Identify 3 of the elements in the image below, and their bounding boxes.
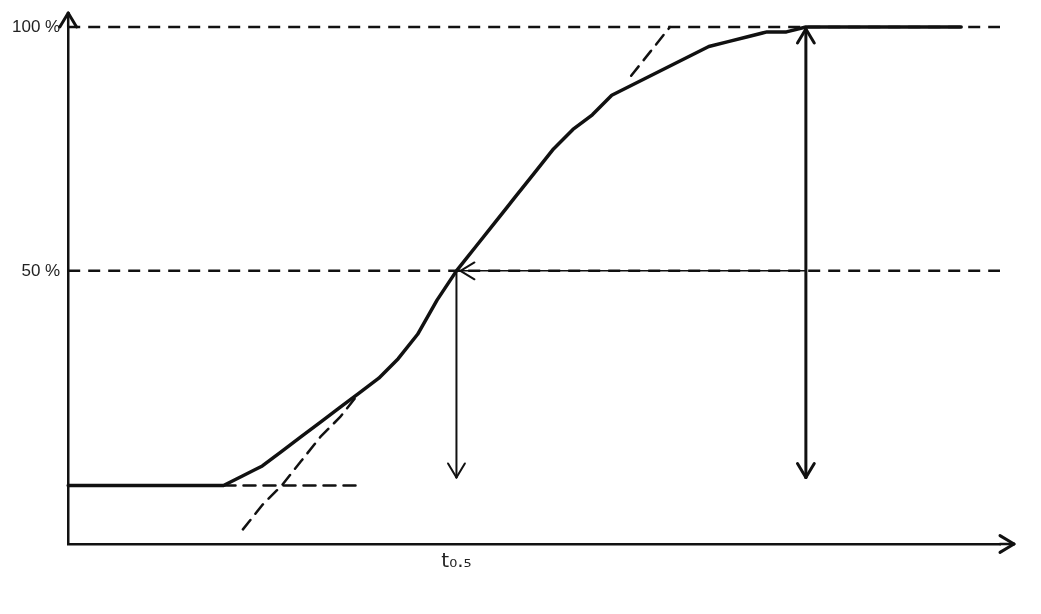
y-tick-label: 100 %	[12, 16, 61, 36]
y-tick-label: 50 %	[21, 260, 61, 280]
x-tick-label: t₀.₅	[441, 548, 472, 573]
